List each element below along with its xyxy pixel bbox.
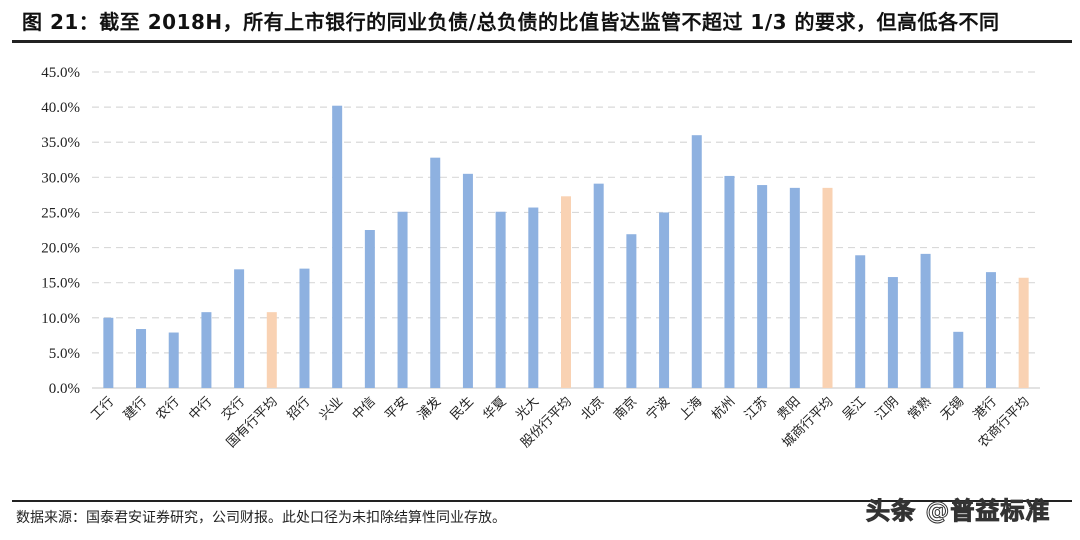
x-tick-label: 贵阳 [775,394,804,423]
bank-bar: 中信: 22.5% [364,230,375,388]
bank-bar: 浦发: 32.8% [430,157,441,388]
bank-bar: 兴业: 40.2% [332,105,343,388]
x-tick-label: 江苏 [741,394,771,424]
x-tick-label: 上海 [677,394,706,423]
bank-bar: 江苏: 28.9% [757,185,768,388]
bank-bar: 上海: 36.0% [691,135,702,388]
x-tick-label: 建行 [121,394,150,423]
x-tick-label: 南京 [610,394,640,424]
bank-bar: 常熟: 19.1% [920,253,931,388]
y-tick-label: 10.0% [41,311,80,327]
y-tick-label: 45.0% [41,65,80,81]
chart-canvas: 0.0% 5.0% 10.0% 15.0% 20.0% 25.0% 30.0% 35.0% 40… [41,65,1040,451]
y-tick-label: 5.0% [49,346,80,362]
x-tick-label: 农行 [154,394,183,423]
average-bar: 城商行平均: 28.5% [822,187,833,388]
y-tick-label: 25.0% [41,205,80,221]
bank-bar: 北京: 29.1% [593,183,604,388]
y-tick-label: 40.0% [41,100,80,116]
bank-bar: 交行: 16.9% [234,269,245,388]
bank-bar: 招行: 17.0% [299,268,310,388]
average-bar: 股份行平均: 27.3% [561,196,571,388]
bank-bar: 光大: 25.7% [528,207,539,388]
x-tick-label: 兴业 [317,394,346,423]
bank-bar: 平安: 25.1% [397,211,408,388]
y-tick-label: 20.0% [41,241,80,257]
x-tick-label: 江阴 [873,394,902,423]
y-tick-label: 15.0% [41,276,80,292]
bank-bar: 贵阳: 28.5% [789,187,800,388]
x-tick-label: 交行 [218,394,248,424]
x-tick-label: 宁波 [643,394,673,424]
x-tick-label: 北京 [579,394,608,423]
bank-bar: 无锡: 8.0% [953,331,964,388]
bank-bar: 杭州: 30.2% [724,175,735,388]
bank-bar: 宁波: 25.0% [659,212,670,388]
bank-bar: 农行: 7.9% [168,332,179,388]
x-tick-label: 无锡 [938,394,967,423]
x-tick-label: 中行 [186,394,215,423]
bar-chart: 0.0% 5.0% 10.0% 15.0% 20.0% 25.0% 30.0% 35.0% 40… [0,48,1080,488]
x-tick-label: 民生 [448,394,477,423]
x-tick-label: 浦发 [414,394,444,424]
x-tick-label: 港行 [971,394,1000,423]
y-tick-label: 35.0% [41,135,80,151]
x-tick-label: 杭州 [709,394,738,423]
y-tick-label: 0.0% [49,381,80,397]
title-divider [12,40,1072,43]
bank-bar: 华夏: 25.1% [495,211,506,388]
x-tick-label: 平安 [382,394,411,423]
bank-bar: 工行: 10.0% [103,317,114,388]
average-bar: 农商行平均: 15.7% [1018,277,1029,388]
bank-bar: 建行: 8.4% [136,329,147,388]
x-tick-label: 华夏 [480,394,509,423]
y-tick-label: 30.0% [41,170,80,186]
bank-bar: 吴江: 18.9% [855,255,866,388]
average-bar: 国有行平均: 10.8% [266,312,277,388]
bank-bar: 港行: 16.5% [985,272,996,388]
figure-title: 图 21：截至 2018H，所有上市银行的同业负债/总负债的比值皆达监管不超过 … [22,10,1000,34]
bank-bar: 江阴: 15.8% [887,277,898,388]
x-tick-label: 招行 [284,394,313,423]
bank-bar: 南京: 21.9% [626,234,637,388]
bank-bar: 中行: 10.8% [201,312,212,388]
x-tick-label: 吴江 [840,394,869,423]
watermark: 头条 @普益标准 [865,497,1051,526]
bank-bar: 民生: 30.5% [462,173,473,388]
x-tick-label: 中信 [350,394,379,423]
x-tick-label: 光大 [513,394,542,423]
x-tick-label: 工行 [88,394,117,423]
footer-divider [12,500,1072,502]
x-tick-label: 常熟 [905,394,935,424]
data-source-note: 数据来源：国泰君安证券研究，公司财报。此处口径为未扣除结算性同业存放。 [16,510,506,526]
